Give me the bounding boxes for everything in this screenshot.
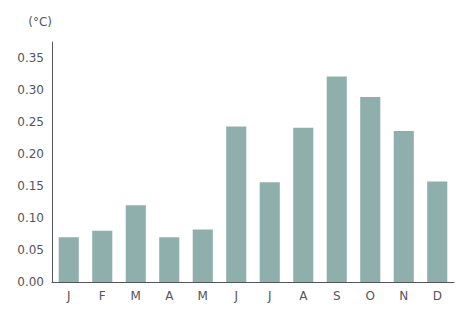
svg-text:S: S [333,289,341,303]
svg-text:0.30: 0.30 [17,83,44,97]
svg-text:0.05: 0.05 [17,243,44,257]
svg-text:0.15: 0.15 [17,179,44,193]
svg-text:A: A [299,289,308,303]
svg-text:D: D [433,289,442,303]
svg-text:0.25: 0.25 [17,115,44,129]
svg-text:N: N [399,289,408,303]
svg-text:O: O [366,289,375,303]
svg-text:J: J [267,289,272,303]
svg-text:0.35: 0.35 [17,51,44,65]
svg-text:0.10: 0.10 [17,211,44,225]
svg-text:M: M [198,289,208,303]
svg-text:F: F [99,289,106,303]
svg-text:J: J [66,289,71,303]
svg-text:0.00: 0.00 [17,275,44,289]
svg-text:J: J [233,289,238,303]
svg-text:M: M [131,289,141,303]
svg-text:(°C): (°C) [28,15,52,29]
svg-text:0.20: 0.20 [17,147,44,161]
svg-text:A: A [165,289,174,303]
